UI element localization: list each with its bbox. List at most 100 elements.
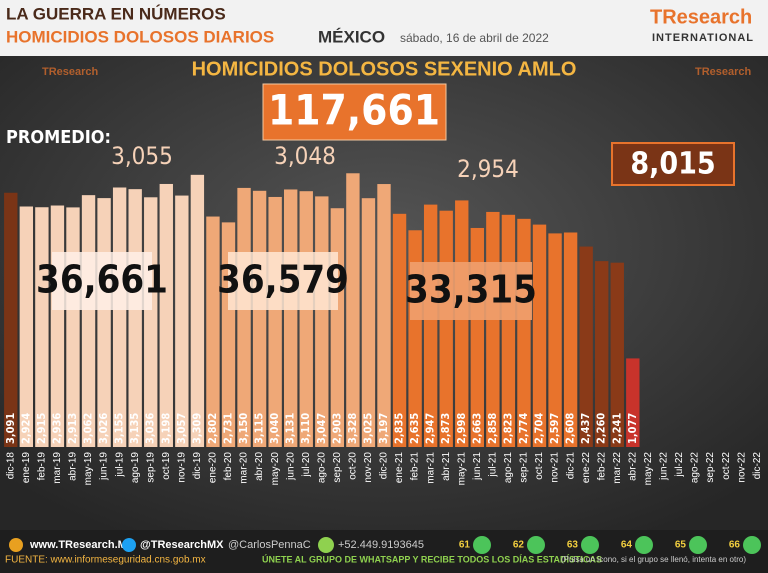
- average-label: PROMEDIO:: [6, 127, 111, 148]
- group-number: 62: [513, 540, 525, 551]
- group-number: 66: [729, 540, 741, 551]
- bar-value-label: 2,924: [19, 413, 32, 444]
- logo: TResearch: [650, 6, 752, 28]
- bar-value-label: 2,731: [221, 413, 234, 444]
- bar: [81, 195, 96, 447]
- x-tick-label: sep-19: [145, 452, 156, 483]
- x-tick-label: ene-20: [208, 452, 219, 484]
- icon-web: [9, 538, 23, 552]
- bar: [579, 246, 593, 447]
- bar: [626, 358, 640, 447]
- bar: [439, 210, 453, 447]
- whatsapp-group-icon[interactable]: [581, 536, 599, 554]
- bar-value-label: 2,663: [470, 413, 483, 444]
- group-number: 61: [459, 540, 471, 551]
- bar: [284, 189, 298, 447]
- bar: [190, 174, 205, 447]
- bar: [237, 187, 251, 447]
- x-tick-label: dic-21: [565, 452, 576, 480]
- footer-bg: [0, 530, 768, 573]
- footer-web: www.TResearch.Mx: [29, 539, 134, 551]
- bar-value-label: 3,091: [4, 413, 17, 444]
- header-country: MÉXICO: [318, 27, 385, 46]
- x-tick-label: dic-20: [379, 452, 390, 480]
- x-tick-label: jun-20: [285, 452, 296, 481]
- x-tick-label: nov-21: [550, 452, 561, 483]
- x-tick-label: nov-19: [176, 452, 187, 483]
- whatsapp-group-icon[interactable]: [743, 536, 761, 554]
- bar: [377, 184, 391, 447]
- period-total-box: [228, 252, 338, 310]
- bar-value-label: 2,597: [548, 413, 561, 444]
- logo-sub: INTERNATIONAL: [652, 32, 754, 44]
- bar: [159, 183, 173, 448]
- average: 3,055: [111, 142, 173, 170]
- x-tick-label: mar-21: [425, 452, 436, 484]
- x-tick-label: mar-22: [612, 452, 623, 484]
- footer-twitter: @TResearchMX: [140, 539, 224, 551]
- whatsapp-group-icon[interactable]: [527, 536, 545, 554]
- bar-value-label: 3,026: [97, 413, 110, 444]
- x-tick-label: oct-19: [161, 452, 172, 480]
- bar: [563, 232, 578, 447]
- group-number: 65: [675, 540, 687, 551]
- x-tick-label: ene-19: [21, 452, 32, 484]
- bar-value-label: 2,936: [50, 413, 63, 444]
- x-tick-label: jun-21: [472, 452, 483, 481]
- period-total-box: [410, 262, 532, 320]
- bar-value-label: 3,309: [190, 413, 203, 444]
- icon-whatsapp: [318, 537, 334, 553]
- whatsapp-group-icon[interactable]: [473, 536, 491, 554]
- total-box: [262, 83, 447, 141]
- x-tick-label: mar-19: [52, 452, 63, 484]
- x-tick-label: oct-22: [721, 452, 732, 480]
- bar: [610, 262, 624, 447]
- bar: [4, 192, 18, 447]
- bar-value-label: 2,998: [455, 413, 468, 444]
- x-tick-label: jun-19: [99, 452, 110, 481]
- x-tick-label: abr-19: [68, 452, 79, 481]
- total: 117,661: [268, 86, 440, 135]
- bar: [206, 216, 220, 447]
- bar: [175, 195, 189, 447]
- x-tick-label: nov-22: [736, 452, 747, 483]
- x-tick-label: dic-18: [5, 452, 16, 480]
- bar: [128, 189, 142, 448]
- x-tick-label: mar-20: [239, 452, 250, 484]
- bar-value-label: 2,913: [66, 413, 79, 444]
- whatsapp-group-icon[interactable]: [689, 536, 707, 554]
- bar: [346, 173, 360, 447]
- x-tick-label: abr-22: [627, 452, 638, 481]
- x-tick-label: oct-21: [534, 452, 545, 480]
- bar-value-label: 2,802: [206, 413, 219, 444]
- bar-value-label: 2,835: [393, 413, 406, 444]
- bar: [423, 204, 438, 447]
- bar-value-label: 2,915: [35, 413, 48, 444]
- x-tick-label: ago-21: [503, 452, 514, 484]
- x-tick-label: may-22: [643, 452, 654, 486]
- bar-value-label: 3,047: [315, 413, 328, 444]
- bar: [268, 196, 282, 447]
- bar-value-label: 2,608: [564, 413, 577, 444]
- bar-value-label: 2,704: [533, 413, 546, 444]
- bar: [501, 214, 516, 447]
- bar-value-label: 3,062: [82, 413, 95, 444]
- x-tick-label: may-21: [456, 452, 467, 486]
- period-total-box: [52, 252, 152, 310]
- x-tick-label: jul-20: [301, 452, 312, 478]
- bar-value-label: 3,328: [346, 413, 359, 444]
- whatsapp-group-icon[interactable]: [635, 536, 653, 554]
- x-tick-label: ago-20: [316, 452, 327, 484]
- x-tick-label: ago-19: [130, 452, 141, 484]
- bar-value-label: 3,131: [284, 413, 297, 444]
- header-title: LA GUERRA EN NÚMEROS: [6, 4, 226, 23]
- period-total: 8,015: [630, 147, 715, 182]
- bar: [50, 205, 65, 447]
- bar: [97, 198, 111, 447]
- x-tick-label: feb-22: [596, 452, 607, 481]
- bar-value-label: 2,873: [439, 413, 452, 444]
- bar-value-label: 3,040: [268, 413, 281, 444]
- x-tick-label: sep-20: [332, 452, 343, 483]
- header-subtitle: HOMICIDIOS DOLOSOS DIARIOS: [6, 27, 274, 46]
